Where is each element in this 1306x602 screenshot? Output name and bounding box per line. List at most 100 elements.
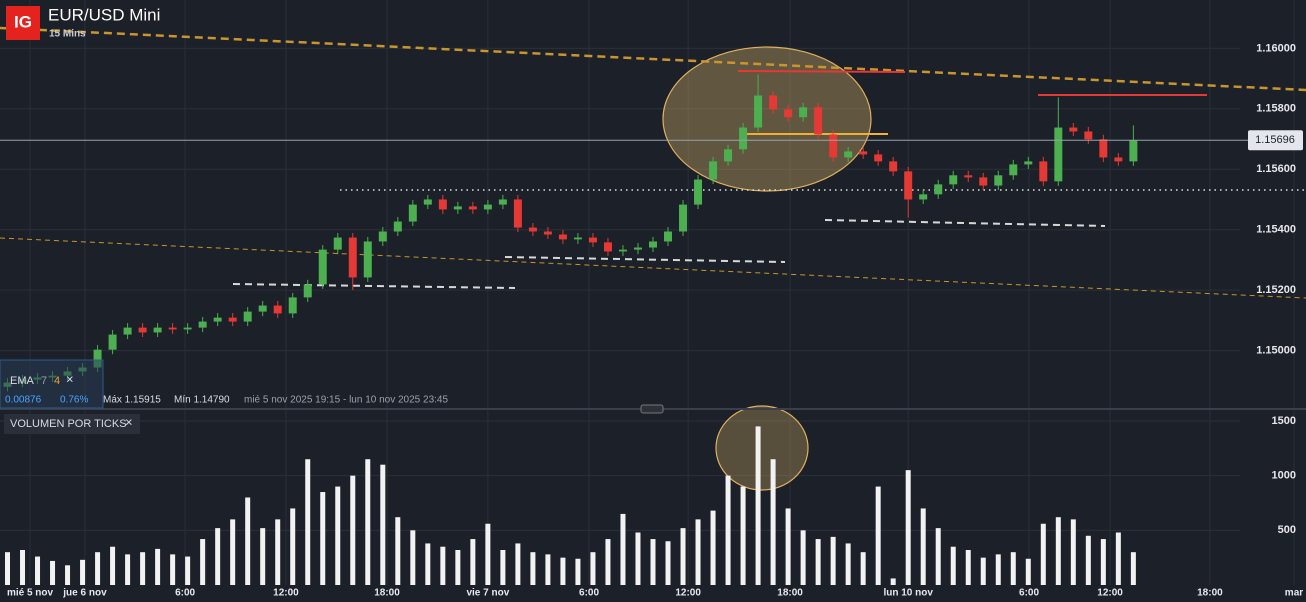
candle-body [303,284,312,298]
y-tick-label: 1.15000 [1256,344,1296,356]
candle-body [1009,164,1018,176]
resistance-line[interactable] [737,70,906,73]
candle-body [1054,127,1063,182]
candle-body [558,234,567,240]
candle-body [1039,161,1048,182]
volume-bar [215,528,221,585]
volume-bar [590,552,596,585]
volume-bar [455,550,461,585]
volume-bar [95,552,101,585]
volume-bar [185,556,191,585]
volume-bar [170,554,176,585]
y-tick-label: 1.15400 [1256,224,1296,236]
volume-bar [500,550,506,585]
candle-body [153,327,162,333]
range: mié 5 nov 2025 19:15 - lun 10 nov 2025 2… [244,395,448,406]
support-line[interactable] [504,256,786,263]
volume-bar [890,578,896,585]
candle-body [168,327,177,330]
last-price-label: 1.15696 [1255,134,1295,146]
volume-bar [815,539,821,585]
volume-bar [50,560,56,585]
candle-body [964,175,973,178]
candle-body [754,95,763,128]
instrument-title: EUR/USD Mini [48,5,160,24]
volume-bar [800,530,806,585]
volume-bar [725,475,731,585]
volume-bar [545,554,551,585]
volume-close[interactable]: × [125,414,133,429]
panel-resize-handle[interactable] [640,404,664,414]
volume-bar [260,528,266,585]
candle-body [603,242,612,252]
x-tick-label: 18:00 [777,588,803,599]
volume-bar [695,519,701,585]
candle-body [513,199,522,228]
volume-bar [1070,519,1076,585]
candle-body [393,221,402,232]
volume-bar [65,565,71,585]
volume-bar [1010,552,1016,585]
x-tick-label: 12:00 [675,588,701,599]
volume-bar [140,552,146,585]
candle-body [108,334,117,350]
candle-body [318,249,327,285]
candle-body [919,194,928,200]
volume-bar [785,508,791,585]
x-tick-label: 18:00 [374,588,400,599]
candle-body [829,134,838,158]
min: Mín 1.14790 [174,395,230,406]
volume-bar [380,464,386,585]
change-pct: 0.76% [60,395,88,406]
x-tick-label: 6:00 [1019,588,1039,599]
trend-line[interactable] [0,26,1306,92]
candle-body [468,206,477,210]
candle-body [198,321,207,328]
volume-bar [1040,523,1046,585]
candle-body [588,237,597,243]
candle-body [1099,139,1108,158]
candle-body [93,349,102,368]
indicator-panel[interactable] [0,359,104,409]
volume-bar [935,528,941,585]
candle-body [243,311,252,322]
candle-body [844,151,853,158]
volume-bar [5,552,11,585]
candle-body [649,241,657,248]
indicator-close[interactable]: × [66,371,74,386]
candle-body [213,317,222,322]
volume-bar [560,557,566,585]
candle-body [258,305,267,312]
volume-bar [605,539,611,585]
candle-body [934,184,943,195]
highlight-ellipse[interactable] [662,46,872,192]
volume-bar [905,470,911,585]
volume-bar [245,497,251,585]
volume-bar [1025,558,1031,585]
volume-bar [35,556,41,585]
candle-body [333,237,342,250]
support-line[interactable] [824,219,1106,227]
volume-bar [350,475,356,585]
volume-bar [845,543,851,585]
candle-body [273,305,282,314]
volume-bar [110,546,116,585]
candle-body [438,199,447,210]
candle-body [288,297,297,314]
x-tick-label: 18:00 [1197,588,1223,599]
highlight-ellipse[interactable] [715,405,809,491]
volume-bar [710,510,716,585]
x-tick-label: vie 7 nov [466,588,509,599]
marks [0,74,1248,585]
volume-bar [950,546,956,585]
y-tick-label: 1.15800 [1256,103,1296,115]
max: Máx 1.15915 [103,395,161,406]
x-tick-label: 12:00 [273,588,299,599]
candle-body [874,154,883,162]
y-tick-label: 1.15200 [1256,284,1296,296]
trend-line[interactable] [0,237,1306,299]
y-tick-label: 1500 [1272,415,1296,427]
volume-bar [650,539,656,585]
volume-bar [425,543,431,585]
